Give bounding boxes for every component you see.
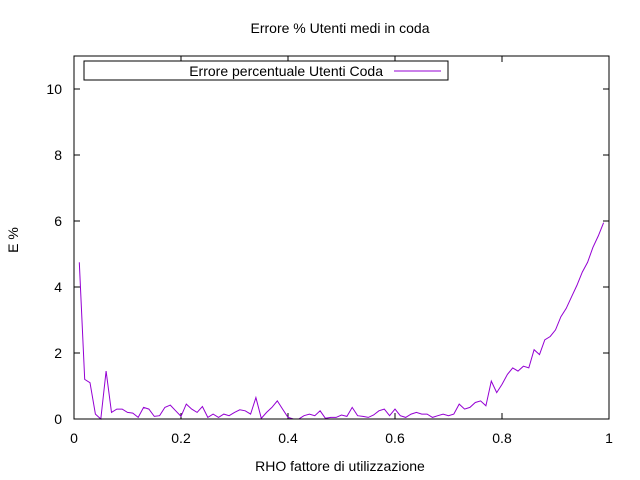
- chart-title: Errore % Utenti medi in coda: [251, 20, 430, 36]
- y-tick-label: 4: [54, 279, 62, 295]
- x-axis-label: RHO fattore di utilizzazione: [255, 458, 425, 474]
- legend-box: [83, 60, 449, 81]
- y-tick-label: 6: [54, 213, 62, 229]
- x-tick-label: 0.6: [385, 430, 405, 446]
- series-line: [78, 222, 605, 421]
- y-axis-label: E %: [5, 227, 21, 253]
- legend: Errore percentuale Utenti Coda: [83, 60, 449, 81]
- legend-entry-label: Errore percentuale Utenti Coda: [189, 63, 383, 79]
- plot-area: [78, 222, 605, 421]
- y-tick-label: 8: [54, 147, 62, 163]
- y-tick-label: 0: [54, 411, 62, 427]
- y-tick-label: 10: [46, 81, 62, 97]
- x-tick-label: 0: [70, 430, 78, 446]
- x-tick-label: 1: [605, 430, 613, 446]
- plot-frame: [73, 55, 610, 420]
- x-tick-label: 0.8: [492, 430, 512, 446]
- x-tick-label: 0.2: [171, 430, 191, 446]
- y-tick-label: 2: [54, 345, 62, 361]
- x-tick-label: 0.4: [278, 430, 298, 446]
